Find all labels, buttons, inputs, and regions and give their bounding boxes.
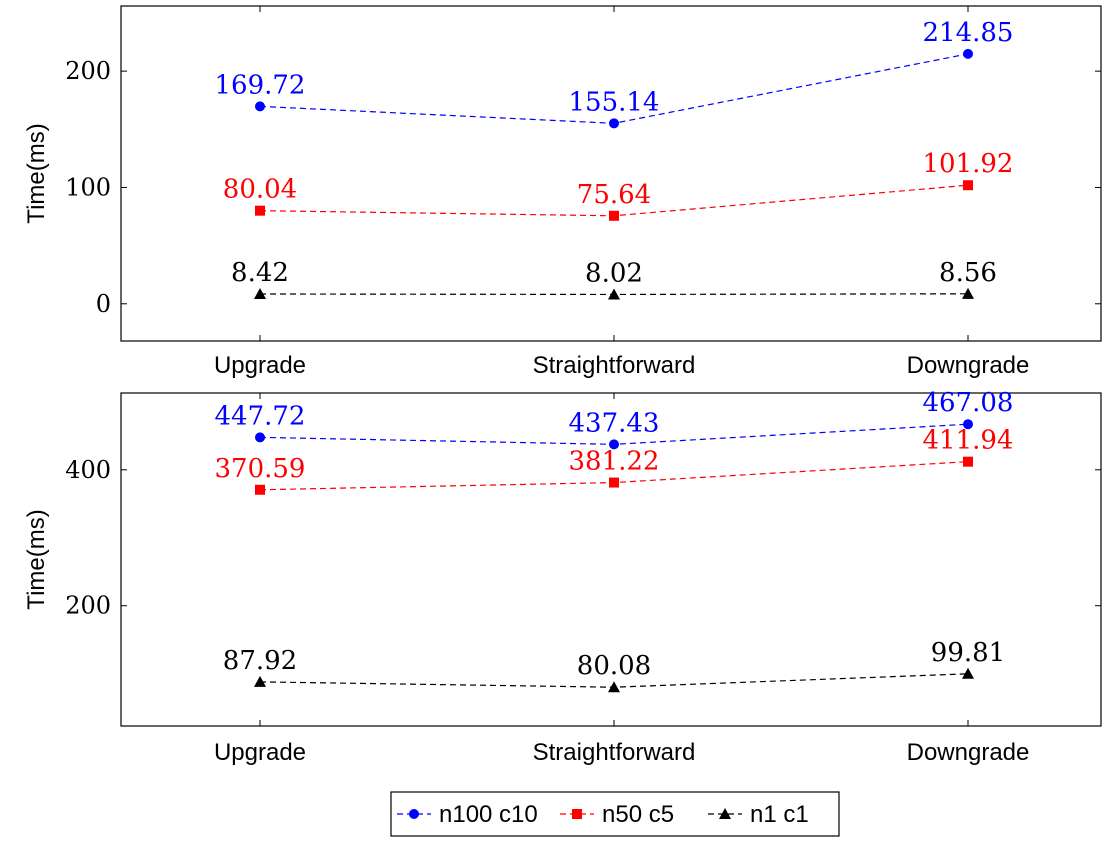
data-label: 80.04 <box>223 175 297 205</box>
data-point-square <box>609 210 619 221</box>
x-category-label: Straightforward <box>533 352 696 379</box>
data-point-circle <box>255 101 265 112</box>
x-category-label: Downgrade <box>907 352 1030 379</box>
data-label: 155.14 <box>569 87 660 117</box>
data-point-circle <box>963 48 973 59</box>
data-label: 214.85 <box>923 18 1014 48</box>
data-label: 437.43 <box>569 408 660 438</box>
data-label: 8.42 <box>231 258 289 288</box>
data-point-square <box>255 205 265 216</box>
data-label: 101.92 <box>923 149 1014 179</box>
data-point-triangle <box>254 287 266 299</box>
data-point-triangle <box>962 667 974 679</box>
legend-label: n100 c10 <box>439 801 538 828</box>
data-label: 447.72 <box>215 401 306 431</box>
data-label: 411.94 <box>923 426 1014 456</box>
data-label: 99.81 <box>931 638 1005 668</box>
data-point-circle <box>255 432 265 443</box>
y-tick-label: 100 <box>65 173 111 201</box>
data-label: 169.72 <box>215 70 306 100</box>
x-category-label: Upgrade <box>214 739 306 766</box>
data-label: 80.08 <box>577 651 651 681</box>
data-point-square <box>963 180 973 191</box>
data-point-circle <box>609 118 619 129</box>
data-point-circle <box>609 439 619 450</box>
plot-frame-2 <box>120 392 1102 727</box>
x-category-label: Downgrade <box>907 739 1030 766</box>
legend-marker-triangle <box>719 808 731 819</box>
data-label: 8.02 <box>585 258 643 288</box>
y-axis-label: Time(ms) <box>23 123 50 223</box>
data-point-triangle <box>962 287 974 299</box>
y-axis-label: Time(ms) <box>23 509 50 609</box>
data-label: 381.22 <box>569 447 660 477</box>
data-point-circle <box>963 419 973 430</box>
data-point-triangle <box>608 681 620 693</box>
y-tick-label: 400 <box>65 456 111 484</box>
y-tick-label: 0 <box>96 290 111 318</box>
legend-marker-square <box>572 809 582 819</box>
legend: n100 c10 n50 c5 n1 c1 <box>390 791 840 837</box>
legend-box <box>390 791 840 837</box>
legend-label: n1 c1 <box>750 801 809 828</box>
panel-2: 200 400 Upgrade Straightforward Downgrade Tim… <box>23 388 1102 766</box>
data-label: 370.59 <box>215 454 306 484</box>
data-point-square <box>609 477 619 488</box>
panel-1: 0 100 200 Upgrade Straightforward Downgrade Ti… <box>23 5 1102 379</box>
y-tick-label: 200 <box>65 57 111 85</box>
y-tick-label: 200 <box>65 592 111 620</box>
data-label: 87.92 <box>223 646 297 676</box>
data-label: 8.56 <box>939 258 997 288</box>
data-point-triangle <box>254 675 266 687</box>
data-point-square <box>963 456 973 467</box>
data-label: 75.64 <box>577 180 651 210</box>
x-category-label: Straightforward <box>533 739 696 766</box>
x-category-label: Upgrade <box>214 352 306 379</box>
data-point-square <box>255 484 265 495</box>
plot-frame-1 <box>120 5 1102 342</box>
legend-marker-circle <box>409 809 419 819</box>
data-label: 467.08 <box>923 388 1014 418</box>
data-point-triangle <box>608 288 620 300</box>
legend-label: n50 c5 <box>602 801 674 828</box>
